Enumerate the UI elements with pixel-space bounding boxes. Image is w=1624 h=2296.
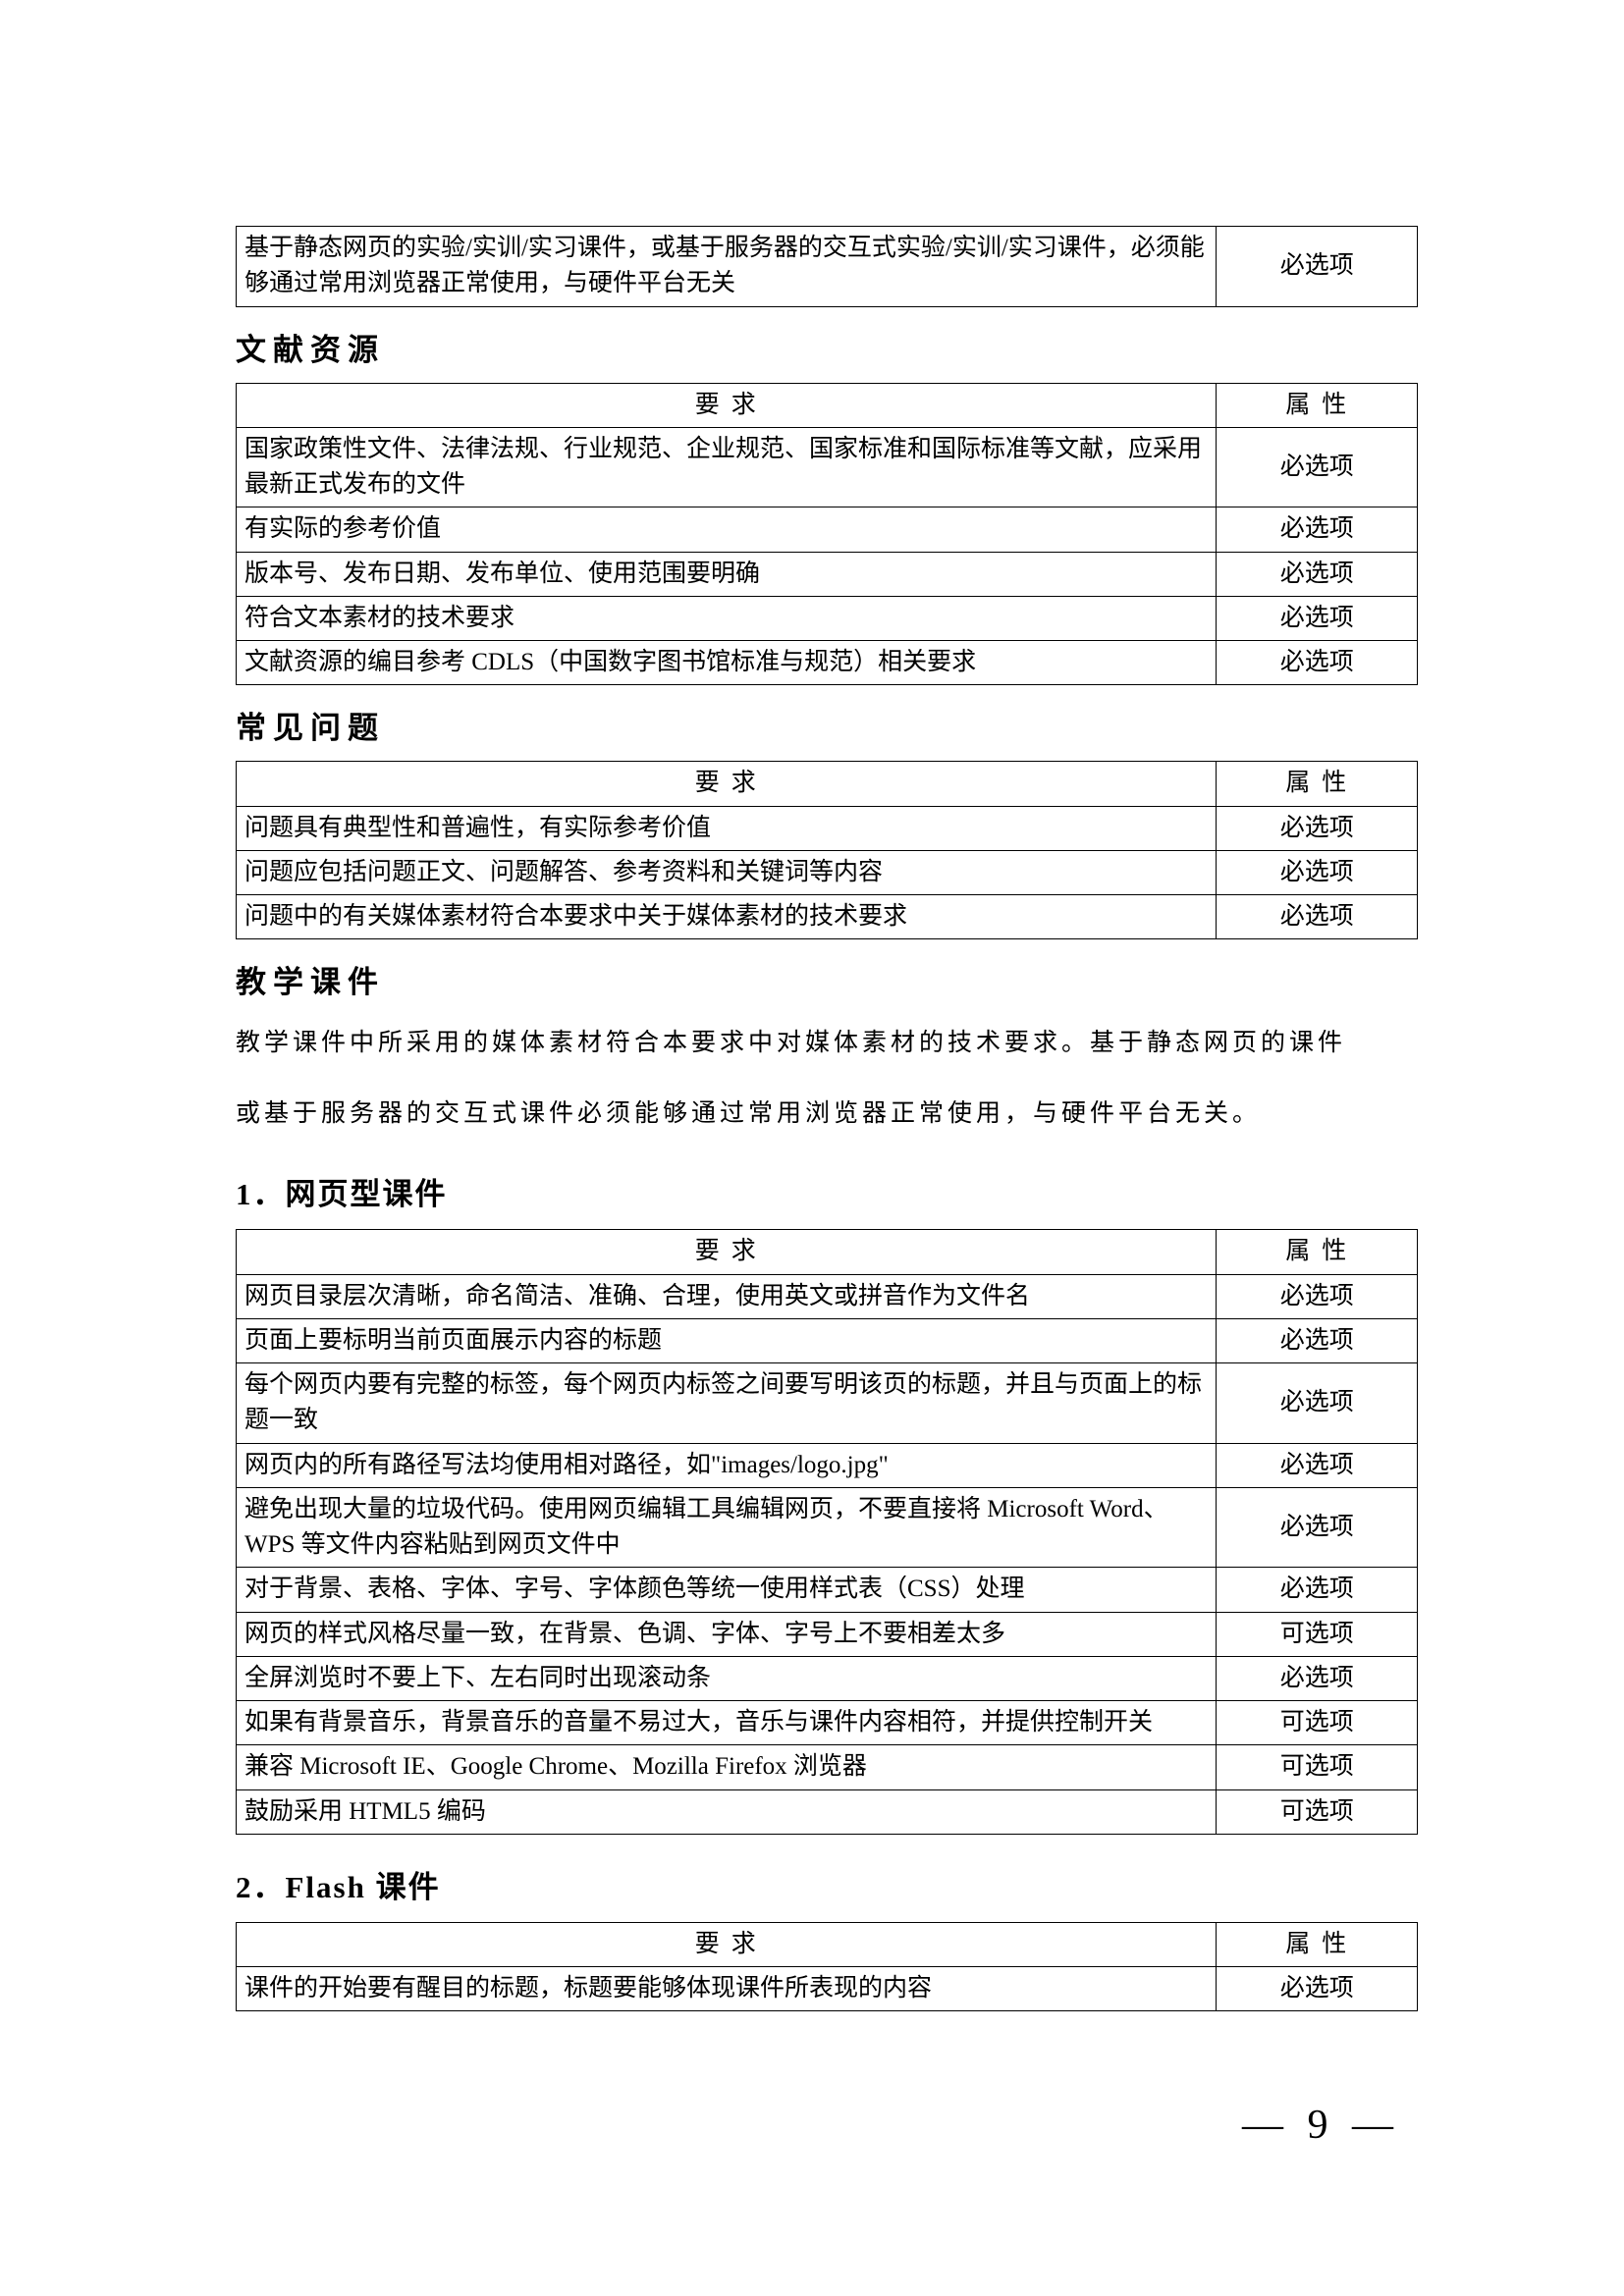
cell-requirement: 有实际的参考价值 <box>237 507 1217 552</box>
table-row: 问题具有典型性和普遍性，有实际参考价值必选项 <box>237 806 1418 850</box>
heading-wenxian: 文献资源 <box>236 325 1418 369</box>
cell-attribute: 必选项 <box>1217 641 1418 685</box>
cell-attribute: 必选项 <box>1217 1656 1418 1700</box>
table-webpage-courseware: 要求 属性 网页目录层次清晰，命名简洁、准确、合理，使用英文或拼音作为文件名必选… <box>236 1229 1418 1835</box>
header-attribute: 属性 <box>1217 1230 1418 1274</box>
table-wenxian: 要求 属性 国家政策性文件、法律法规、行业规范、企业规范、国家标准和国际标准等文… <box>236 383 1418 686</box>
cell-requirement: 兼容 Microsoft IE、Google Chrome、Mozilla Fi… <box>237 1745 1217 1789</box>
table-header-row: 要求 属性 <box>237 762 1418 806</box>
cell-requirement: 网页内的所有路径写法均使用相对路径，如"images/logo.jpg" <box>237 1443 1217 1487</box>
cell-attribute: 可选项 <box>1217 1789 1418 1834</box>
cell-requirement: 问题具有典型性和普遍性，有实际参考价值 <box>237 806 1217 850</box>
header-attribute: 属性 <box>1217 383 1418 427</box>
cell-attribute: 必选项 <box>1217 427 1418 507</box>
heading-sub-flash: 2．Flash 课件 <box>236 1862 1418 1906</box>
table-row: 版本号、发布日期、发布单位、使用范围要明确必选项 <box>237 552 1418 596</box>
table-header-row: 要求 属性 <box>237 1922 1418 1966</box>
page-number: — 9 — <box>1236 2102 1403 2149</box>
table-row: 文献资源的编目参考 CDLS（中国数字图书馆标准与规范）相关要求必选项 <box>237 641 1418 685</box>
table-row: 网页的样式风格尽量一致，在背景、色调、字体、字号上不要相差太多可选项 <box>237 1612 1418 1656</box>
cell-requirement: 符合文本素材的技术要求 <box>237 596 1217 640</box>
cell-attribute: 必选项 <box>1217 227 1418 307</box>
paragraph: 或基于服务器的交互式课件必须能够通过常用浏览器正常使用，与硬件平台无关。 <box>236 1086 1418 1143</box>
cell-attribute: 必选项 <box>1217 1568 1418 1612</box>
table-changjian: 要求 属性 问题具有典型性和普遍性，有实际参考价值必选项 问题应包括问题正文、问… <box>236 761 1418 939</box>
table-row: 网页目录层次清晰，命名简洁、准确、合理，使用英文或拼音作为文件名必选项 <box>237 1274 1418 1318</box>
table-top-continuation: 基于静态网页的实验/实训/实习课件，或基于服务器的交互式实验/实训/实习课件，必… <box>236 226 1418 307</box>
cell-requirement: 页面上要标明当前页面展示内容的标题 <box>237 1318 1217 1362</box>
cell-requirement: 国家政策性文件、法律法规、行业规范、企业规范、国家标准和国际标准等文献，应采用最… <box>237 427 1217 507</box>
cell-requirement: 全屏浏览时不要上下、左右同时出现滚动条 <box>237 1656 1217 1700</box>
cell-requirement: 避免出现大量的垃圾代码。使用网页编辑工具编辑网页，不要直接将 Microsoft… <box>237 1487 1217 1568</box>
table-row: 有实际的参考价值必选项 <box>237 507 1418 552</box>
cell-attribute: 必选项 <box>1217 1318 1418 1362</box>
page-number-value: 9 <box>1308 2103 1332 2148</box>
cell-attribute: 必选项 <box>1217 1363 1418 1444</box>
header-attribute: 属性 <box>1217 762 1418 806</box>
cell-requirement: 问题中的有关媒体素材符合本要求中关于媒体素材的技术要求 <box>237 895 1217 939</box>
table-flash-courseware: 要求 属性 课件的开始要有醒目的标题，标题要能够体现课件所表现的内容必选项 <box>236 1922 1418 2012</box>
table-row: 每个网页内要有完整的标签，每个网页内标签之间要写明该页的标题，并且与页面上的标题… <box>237 1363 1418 1444</box>
cell-requirement: 对于背景、表格、字体、字号、字体颜色等统一使用样式表（CSS）处理 <box>237 1568 1217 1612</box>
table-row: 课件的开始要有醒目的标题，标题要能够体现课件所表现的内容必选项 <box>237 1967 1418 2011</box>
cell-requirement: 问题应包括问题正文、问题解答、参考资料和关键词等内容 <box>237 850 1217 894</box>
table-header-row: 要求 属性 <box>237 383 1418 427</box>
cell-attribute: 必选项 <box>1217 1274 1418 1318</box>
table-row: 问题应包括问题正文、问题解答、参考资料和关键词等内容必选项 <box>237 850 1418 894</box>
cell-attribute: 必选项 <box>1217 806 1418 850</box>
cell-attribute: 必选项 <box>1217 1967 1418 2011</box>
cell-attribute: 必选项 <box>1217 507 1418 552</box>
header-requirement: 要求 <box>237 383 1217 427</box>
table-row: 符合文本素材的技术要求必选项 <box>237 596 1418 640</box>
heading-changjian: 常见问题 <box>236 703 1418 747</box>
heading-sub-webpage: 1．网页型课件 <box>236 1169 1418 1213</box>
table-header-row: 要求 属性 <box>237 1230 1418 1274</box>
header-attribute: 属性 <box>1217 1922 1418 1966</box>
table-row: 兼容 Microsoft IE、Google Chrome、Mozilla Fi… <box>237 1745 1418 1789</box>
header-requirement: 要求 <box>237 762 1217 806</box>
cell-requirement: 文献资源的编目参考 CDLS（中国数字图书馆标准与规范）相关要求 <box>237 641 1217 685</box>
cell-requirement: 每个网页内要有完整的标签，每个网页内标签之间要写明该页的标题，并且与页面上的标题… <box>237 1363 1217 1444</box>
cell-attribute: 必选项 <box>1217 1443 1418 1487</box>
header-requirement: 要求 <box>237 1230 1217 1274</box>
cell-requirement: 如果有背景音乐，背景音乐的音量不易过大，音乐与课件内容相符，并提供控制开关 <box>237 1701 1217 1745</box>
cell-attribute: 可选项 <box>1217 1745 1418 1789</box>
cell-attribute: 可选项 <box>1217 1612 1418 1656</box>
cell-attribute: 必选项 <box>1217 552 1418 596</box>
table-row: 避免出现大量的垃圾代码。使用网页编辑工具编辑网页，不要直接将 Microsoft… <box>237 1487 1418 1568</box>
cell-requirement: 网页目录层次清晰，命名简洁、准确、合理，使用英文或拼音作为文件名 <box>237 1274 1217 1318</box>
table-row: 问题中的有关媒体素材符合本要求中关于媒体素材的技术要求必选项 <box>237 895 1418 939</box>
cell-attribute: 必选项 <box>1217 850 1418 894</box>
table-row: 全屏浏览时不要上下、左右同时出现滚动条必选项 <box>237 1656 1418 1700</box>
cell-requirement: 鼓励采用 HTML5 编码 <box>237 1789 1217 1834</box>
table-row: 对于背景、表格、字体、字号、字体颜色等统一使用样式表（CSS）处理必选项 <box>237 1568 1418 1612</box>
cell-attribute: 必选项 <box>1217 1487 1418 1568</box>
cell-requirement: 课件的开始要有醒目的标题，标题要能够体现课件所表现的内容 <box>237 1967 1217 2011</box>
dash-icon: — <box>1352 2103 1397 2148</box>
cell-attribute: 必选项 <box>1217 596 1418 640</box>
table-row: 基于静态网页的实验/实训/实习课件，或基于服务器的交互式实验/实训/实习课件，必… <box>237 227 1418 307</box>
dash-icon: — <box>1242 2103 1287 2148</box>
paragraph: 教学课件中所采用的媒体素材符合本要求中对媒体素材的技术要求。基于静态网页的课件 <box>236 1015 1418 1072</box>
table-row: 国家政策性文件、法律法规、行业规范、企业规范、国家标准和国际标准等文献，应采用最… <box>237 427 1418 507</box>
table-row: 网页内的所有路径写法均使用相对路径，如"images/logo.jpg"必选项 <box>237 1443 1418 1487</box>
page-content: 基于静态网页的实验/实训/实习课件，或基于服务器的交互式实验/实训/实习课件，必… <box>0 0 1624 2141</box>
header-requirement: 要求 <box>237 1922 1217 1966</box>
cell-attribute: 必选项 <box>1217 895 1418 939</box>
cell-requirement: 基于静态网页的实验/实训/实习课件，或基于服务器的交互式实验/实训/实习课件，必… <box>237 227 1217 307</box>
heading-jiaoxue: 教学课件 <box>236 957 1418 1001</box>
table-row: 页面上要标明当前页面展示内容的标题必选项 <box>237 1318 1418 1362</box>
cell-attribute: 可选项 <box>1217 1701 1418 1745</box>
cell-requirement: 网页的样式风格尽量一致，在背景、色调、字体、字号上不要相差太多 <box>237 1612 1217 1656</box>
cell-requirement: 版本号、发布日期、发布单位、使用范围要明确 <box>237 552 1217 596</box>
table-row: 如果有背景音乐，背景音乐的音量不易过大，音乐与课件内容相符，并提供控制开关可选项 <box>237 1701 1418 1745</box>
table-row: 鼓励采用 HTML5 编码可选项 <box>237 1789 1418 1834</box>
